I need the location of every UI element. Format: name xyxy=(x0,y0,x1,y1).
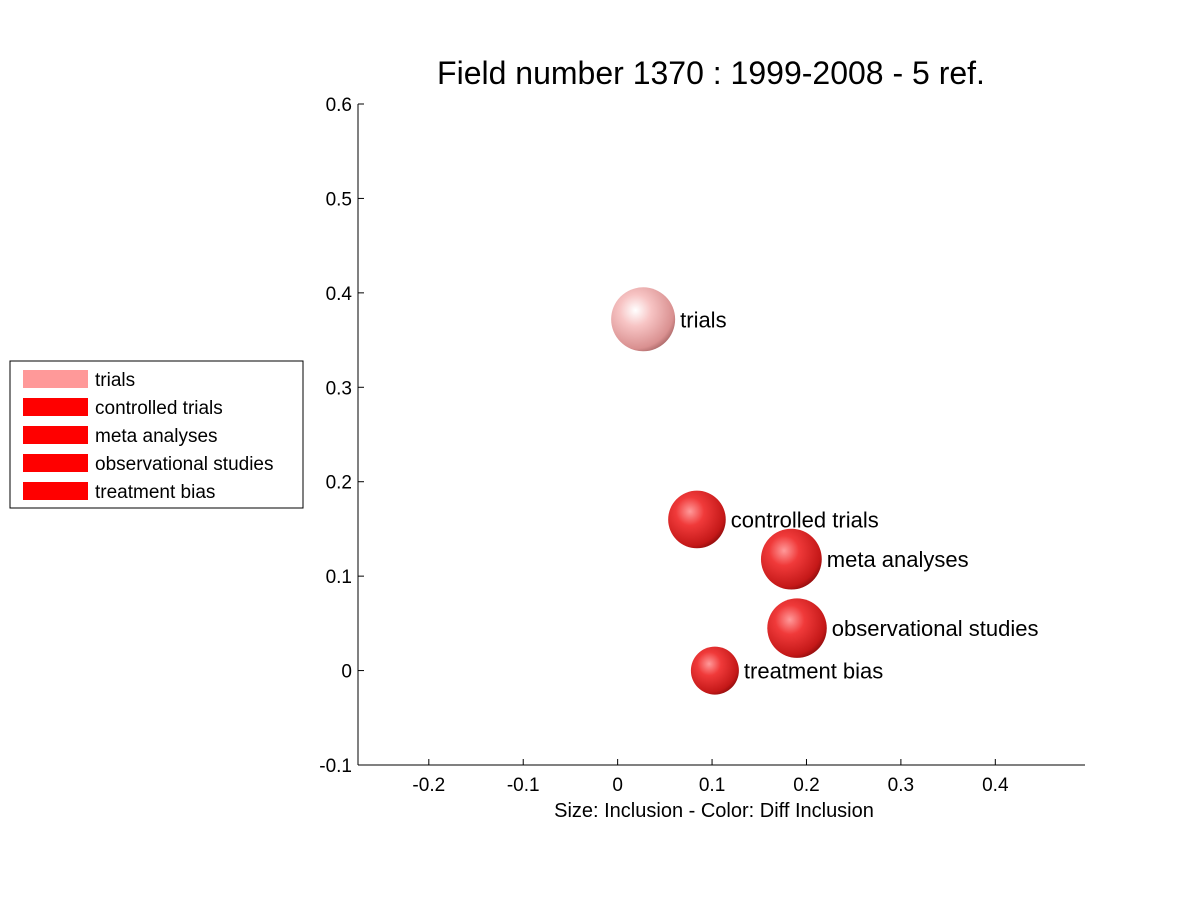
x-tick-label: -0.1 xyxy=(507,775,540,796)
legend: trials controlled trials meta analyses obse… xyxy=(9,360,304,509)
data-point-bubble xyxy=(668,490,726,549)
y-tick-label: 0.3 xyxy=(326,378,352,399)
legend-entry-label: meta analyses xyxy=(95,426,218,447)
data-point-label: treatment bias xyxy=(744,659,883,684)
x-axis-label: Size: Inclusion - Color: Diff Inclusion xyxy=(554,800,874,822)
data-point-bubble xyxy=(611,287,676,352)
x-tick-label: 0.1 xyxy=(699,775,725,796)
axis-ticks: -0.2 -0.1 0 0.1 0.2 0.3 0.4 -0.1 0 0.1 0.2 0.3 0.4 0.… xyxy=(319,95,1009,796)
legend-swatch xyxy=(23,426,88,444)
legend-swatch xyxy=(23,454,88,472)
x-tick-label: 0.2 xyxy=(793,775,819,796)
x-tick-label: 0.4 xyxy=(982,775,1009,796)
legend-entry-label: observational studies xyxy=(95,454,274,475)
data-point-label: observational studies xyxy=(832,616,1039,641)
y-tick-label: -0.1 xyxy=(319,756,352,777)
data-point-label: controlled trials xyxy=(731,507,879,532)
legend-swatch xyxy=(23,398,88,416)
data-point-label: meta analyses xyxy=(827,547,969,572)
y-tick-label: 0.6 xyxy=(326,95,352,116)
data-point-bubble xyxy=(767,598,827,658)
y-tick-label: 0.4 xyxy=(326,284,353,305)
y-tick-label: 0.1 xyxy=(326,567,352,588)
x-tick-label: 0 xyxy=(612,775,623,796)
data-point-bubble xyxy=(760,528,822,590)
y-tick-label: 0.2 xyxy=(326,473,352,494)
legend-entry-label: trials xyxy=(95,370,135,391)
data-point-bubble xyxy=(690,646,739,695)
x-tick-label: 0.3 xyxy=(888,775,914,796)
y-tick-label: 0 xyxy=(341,662,352,683)
data-points: trials controlled trials meta analyses obse… xyxy=(611,287,1039,695)
legend-swatch xyxy=(23,482,88,500)
y-tick-label: 0.5 xyxy=(326,189,352,210)
legend-entry-label: treatment bias xyxy=(95,482,215,503)
data-point-label: trials xyxy=(680,307,726,332)
legend-swatch xyxy=(23,370,88,388)
x-tick-label: -0.2 xyxy=(412,775,445,796)
plot-axes xyxy=(357,104,1085,766)
chart-title: Field number 1370 : 1999-2008 - 5 ref. xyxy=(437,55,985,91)
legend-entry-label: controlled trials xyxy=(95,398,223,419)
